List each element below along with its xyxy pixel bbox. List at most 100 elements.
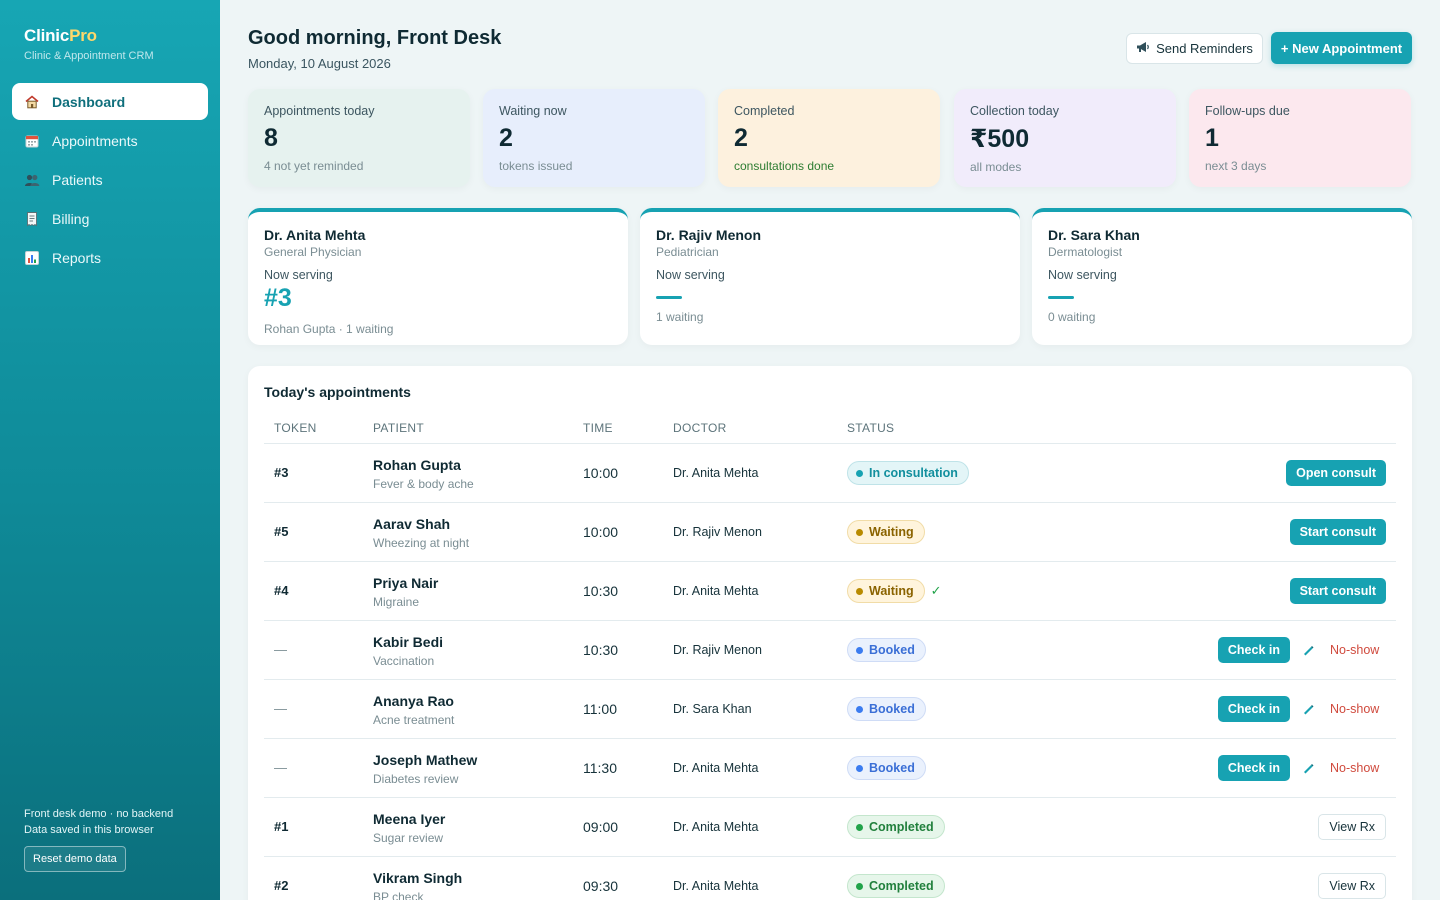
storage-note: Data saved in this browser: [24, 824, 154, 836]
token-number: #5: [274, 524, 289, 539]
sidebar-item-reports[interactable]: Reports: [12, 239, 208, 276]
page-title: Good morning, Front Desk: [248, 27, 502, 49]
sidebar-item-billing[interactable]: Billing: [12, 200, 208, 237]
sidebar-nav: Dashboard Appointments Patients Billing …: [12, 83, 208, 278]
check-in-button[interactable]: Check in: [1217, 637, 1290, 663]
status-badge: Booked: [847, 697, 926, 721]
status-badge: Waiting: [847, 520, 925, 544]
brand-name: ClinicPro: [24, 26, 97, 45]
row-actions: Start consult: [1289, 578, 1386, 604]
visit-reason: Fever & body ache: [373, 477, 474, 491]
appointment-time: 10:00: [583, 524, 619, 540]
bar-chart-icon: [24, 250, 40, 266]
brand-subtitle: Clinic & Appointment CRM: [24, 50, 154, 62]
token-number: #1: [274, 819, 289, 834]
view-rx-button[interactable]: View Rx: [1318, 814, 1386, 840]
status-cell: Booked: [847, 697, 926, 721]
patient-name: Meena Iyer: [373, 811, 446, 827]
check-in-button[interactable]: Check in: [1217, 696, 1290, 722]
status-cell: Waiting: [847, 520, 925, 544]
demo-note: Front desk demo · no backend: [24, 808, 174, 820]
stat-label: Completed: [734, 104, 795, 118]
stat-value: 8: [264, 124, 278, 152]
reset-demo-button[interactable]: Reset demo data: [24, 846, 126, 872]
stat-card-followups: Follow-ups due 1 next 3 days: [1189, 89, 1411, 187]
doctor-name: Dr. Anita Mehta: [264, 227, 366, 243]
doctor-name: Dr. Rajiv Menon: [673, 525, 762, 539]
sidebar: ClinicPro Clinic & Appointment CRM Dashb…: [0, 0, 220, 900]
doctor-name: Dr. Anita Mehta: [673, 584, 759, 598]
status-dot-icon: [856, 587, 863, 595]
edit-pencil-icon[interactable]: [1290, 761, 1326, 775]
status-cell: Completed: [847, 815, 945, 839]
open-consult-button[interactable]: Open consult: [1286, 460, 1386, 486]
status-badge: Waiting: [847, 579, 925, 603]
send-reminders-button[interactable]: Send Reminders: [1126, 33, 1263, 64]
now-serving-label: Now serving: [656, 268, 725, 282]
table-row: #3 Rohan Gupta Fever & body ache 10:00 D…: [264, 444, 1396, 503]
check-in-button[interactable]: Check in: [1217, 755, 1290, 781]
table-row: #1 Meena Iyer Sugar review 09:00 Dr. Ani…: [264, 798, 1396, 857]
no-show-button[interactable]: No-show: [1330, 761, 1380, 775]
column-header-status: STATUS: [847, 421, 895, 435]
appointment-time: 10:00: [583, 465, 619, 481]
status-cell: In consultation: [847, 461, 969, 485]
status-dot-icon: [856, 823, 863, 831]
table-header: TOKEN PATIENT TIME DOCTOR STATUS: [264, 416, 1396, 444]
patient-name: Aarav Shah: [373, 516, 451, 532]
stat-subtext: consultations done: [734, 159, 835, 173]
doctor-card-rajiv-menon: Dr. Rajiv Menon Pediatrician Now serving…: [640, 208, 1020, 345]
doctor-specialty: General Physician: [264, 245, 362, 259]
visit-reason: Acne treatment: [373, 713, 455, 727]
row-actions: View Rx: [1318, 814, 1386, 840]
visit-reason: Migraine: [373, 595, 420, 609]
page-date: Monday, 10 August 2026: [248, 56, 391, 71]
doctor-name: Dr. Rajiv Menon: [673, 643, 762, 657]
doctor-name: Dr. Anita Mehta: [673, 879, 759, 893]
sidebar-item-patients[interactable]: Patients: [12, 161, 208, 198]
stat-subtext: next 3 days: [1205, 159, 1267, 173]
appointment-time: 11:30: [583, 760, 617, 776]
stat-subtext: tokens issued: [499, 159, 573, 173]
patient-cell: Priya Nair Migraine: [373, 575, 438, 609]
token-number: —: [274, 760, 287, 775]
start-consult-button[interactable]: Start consult: [1289, 519, 1386, 545]
home-icon: [24, 94, 40, 110]
patient-cell: Joseph Mathew Diabetes review: [373, 752, 477, 786]
now-serving-label: Now serving: [264, 268, 333, 282]
no-show-button[interactable]: No-show: [1330, 643, 1380, 657]
status-cell: Booked: [847, 638, 926, 662]
edit-pencil-icon[interactable]: [1290, 643, 1326, 657]
patient-cell: Rohan Gupta Fever & body ache: [373, 457, 474, 491]
stat-value: ₹500: [970, 125, 1030, 153]
table-row: #5 Aarav Shah Wheezing at night 10:00 Dr…: [264, 503, 1396, 562]
patient-name: Ananya Rao: [373, 693, 454, 709]
status-badge: Completed: [847, 874, 945, 898]
appointment-time: 09:00: [583, 819, 619, 835]
edit-pencil-icon[interactable]: [1290, 702, 1326, 716]
row-actions: Check in No-show: [1217, 755, 1386, 781]
status-badge: Booked: [847, 756, 926, 780]
stat-subtext: 4 not yet reminded: [264, 159, 364, 173]
appointments-table: #3 Rohan Gupta Fever & body ache 10:00 D…: [264, 444, 1396, 900]
table-row: — Ananya Rao Acne treatment 11:00 Dr. Sa…: [264, 680, 1396, 739]
brand: ClinicPro Clinic & Appointment CRM: [24, 26, 154, 62]
status-dot-icon: [856, 469, 863, 477]
start-consult-button[interactable]: Start consult: [1289, 578, 1386, 604]
sidebar-item-label: Appointments: [52, 132, 138, 149]
doctor-specialty: Pediatrician: [656, 245, 719, 259]
status-dot-icon: [856, 764, 863, 772]
no-show-button[interactable]: No-show: [1330, 702, 1380, 716]
new-appointment-button[interactable]: + New Appointment: [1271, 32, 1412, 64]
appointment-time: 10:30: [583, 583, 619, 599]
status-dot-icon: [856, 705, 863, 713]
stat-card-waiting: Waiting now 2 tokens issued: [483, 89, 705, 187]
sidebar-item-dashboard[interactable]: Dashboard: [12, 83, 208, 120]
stat-label: Collection today: [970, 104, 1059, 118]
row-actions: Check in No-show: [1217, 637, 1386, 663]
sidebar-item-appointments[interactable]: Appointments: [12, 122, 208, 159]
column-header-time: TIME: [583, 421, 613, 435]
view-rx-button[interactable]: View Rx: [1318, 873, 1386, 899]
table-row: — Kabir Bedi Vaccination 10:30 Dr. Rajiv…: [264, 621, 1396, 680]
send-reminders-label: Send Reminders: [1156, 41, 1253, 56]
